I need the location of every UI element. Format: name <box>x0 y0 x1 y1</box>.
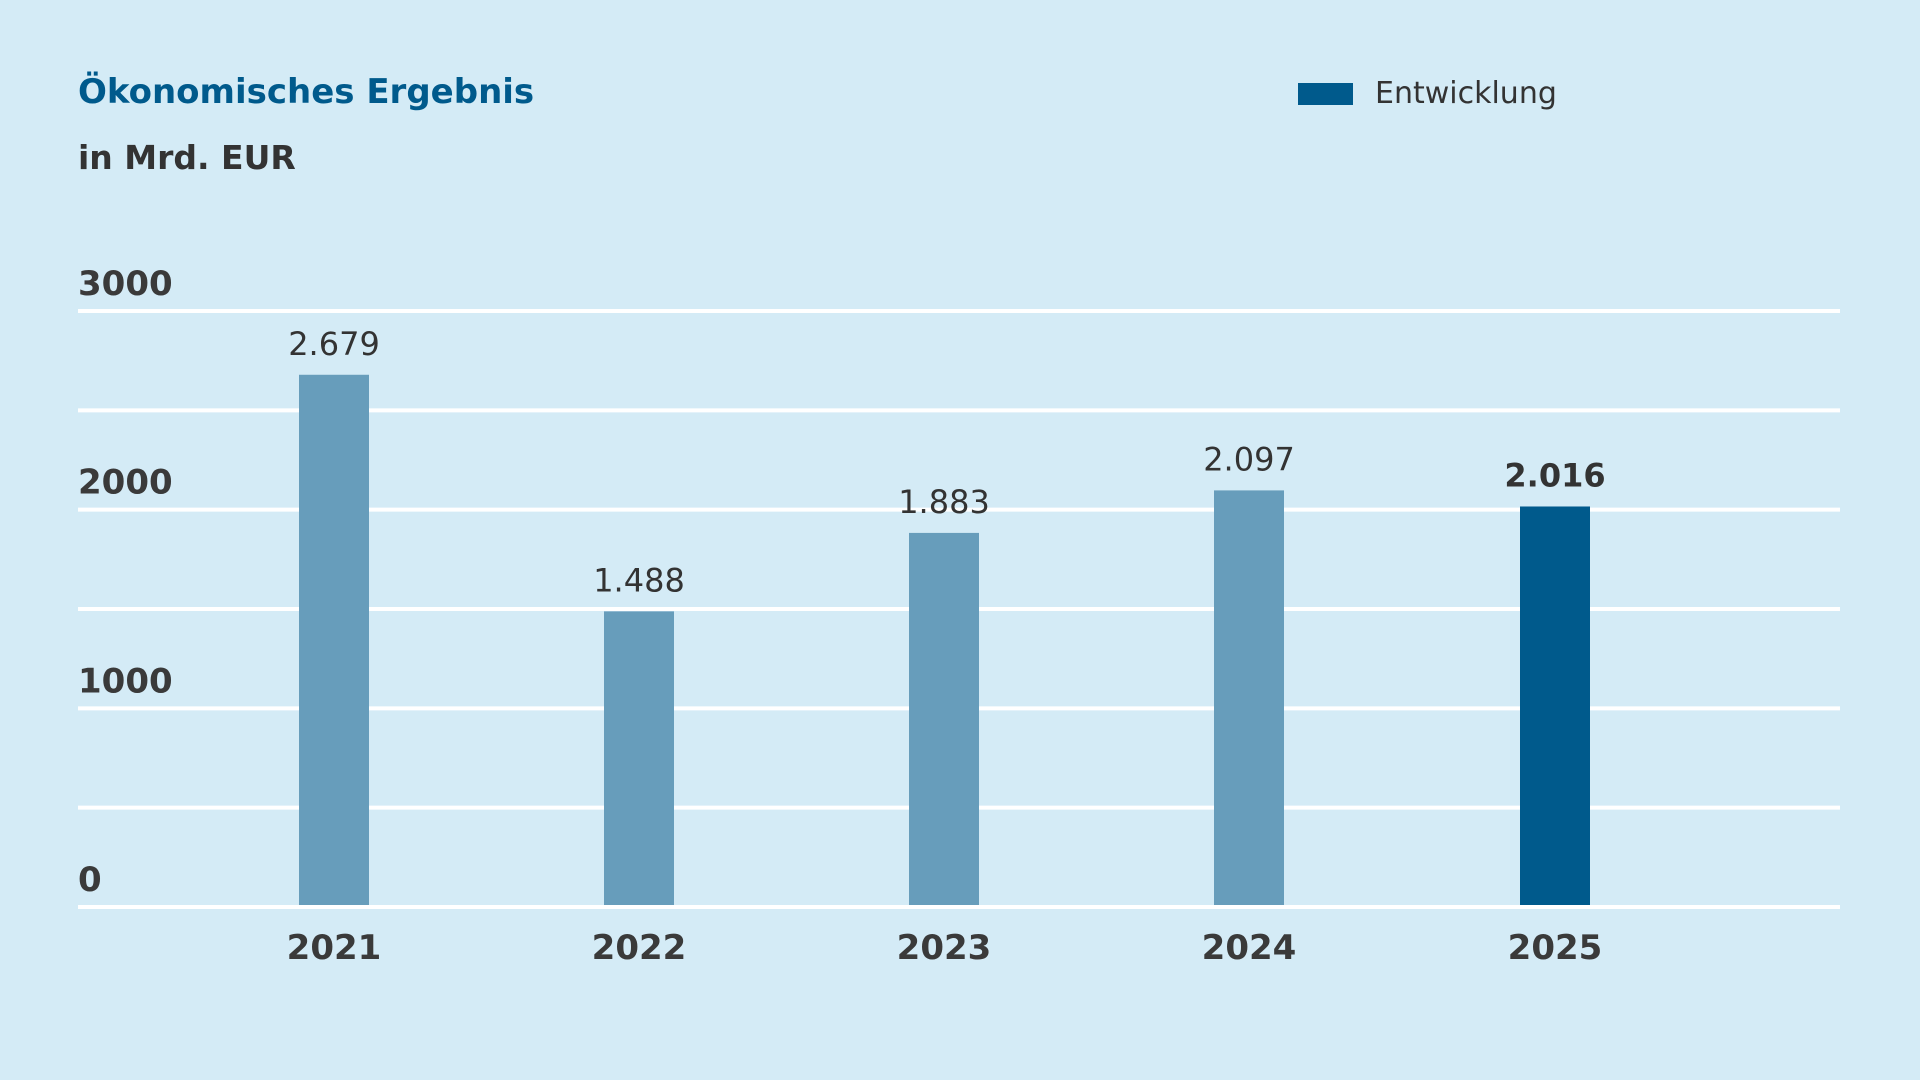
bar-2022 <box>604 611 674 905</box>
x-tick-label: 2024 <box>1202 928 1297 968</box>
value-label: 1.883 <box>898 483 990 521</box>
x-tick-label: 2022 <box>592 928 687 968</box>
legend: Entwicklung <box>1298 76 1557 111</box>
legend-label: Entwicklung <box>1375 76 1557 111</box>
value-label: 2.016 <box>1504 456 1605 494</box>
y-tick-label: 3000 <box>78 264 173 304</box>
bar-2021 <box>299 374 369 906</box>
bar-2025 <box>1520 506 1590 905</box>
chart-title: Ökonomisches Ergebnis <box>78 72 535 112</box>
x-tick-label: 2023 <box>897 928 992 968</box>
y-tick-label: 2000 <box>78 463 173 503</box>
x-tick-label: 2021 <box>287 928 382 968</box>
value-label: 1.488 <box>593 561 685 599</box>
chart-subtitle: in Mrd. EUR <box>78 138 296 177</box>
x-tick-label: 2025 <box>1508 928 1603 968</box>
y-tick-label: 1000 <box>78 661 173 701</box>
value-label: 2.679 <box>288 325 380 363</box>
value-label: 2.097 <box>1203 440 1295 478</box>
bar-2024 <box>1214 490 1284 905</box>
y-tick-label: 0 <box>78 860 102 900</box>
legend-swatch <box>1298 82 1353 105</box>
bar-2023 <box>909 532 979 905</box>
